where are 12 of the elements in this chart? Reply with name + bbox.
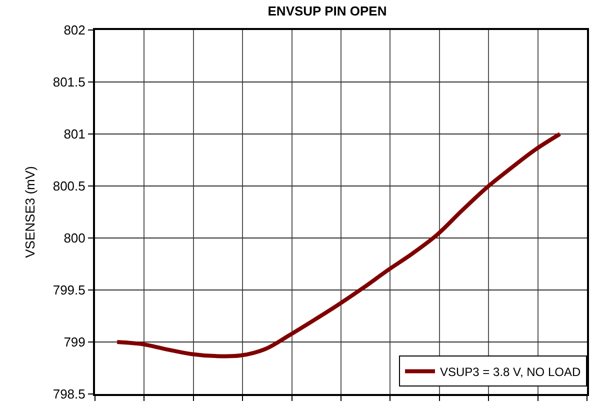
y-tick-label: 799: [64, 334, 86, 350]
y-tick-label: 801.5: [52, 74, 86, 90]
y-axis-title: VSENSE3 (mV): [22, 166, 38, 258]
y-tick-label: 801: [64, 126, 86, 142]
y-tick-label: 800: [64, 230, 86, 246]
line-series: [115, 132, 562, 358]
y-tick-label: 800.5: [52, 178, 86, 194]
y-tick-label: 799.5: [52, 282, 86, 298]
y-tick-label: 798.5: [52, 386, 86, 402]
y-tick-label: 802: [64, 22, 86, 38]
chart-title: ENVSUP PIN OPEN: [268, 3, 387, 18]
legend-label: VSUP3 = 3.8 V, NO LOAD: [440, 364, 581, 379]
